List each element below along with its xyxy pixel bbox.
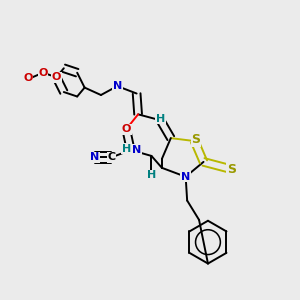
Text: H: H bbox=[156, 114, 165, 124]
Text: O: O bbox=[122, 124, 131, 134]
Text: H: H bbox=[122, 143, 131, 154]
Text: C: C bbox=[107, 152, 116, 162]
Text: S: S bbox=[227, 163, 236, 176]
Text: O: O bbox=[52, 72, 61, 82]
Text: N: N bbox=[181, 172, 190, 182]
Text: N: N bbox=[90, 152, 100, 162]
Text: O: O bbox=[23, 73, 33, 83]
Text: H: H bbox=[147, 170, 156, 180]
Text: N: N bbox=[132, 145, 141, 155]
Text: H: H bbox=[147, 170, 156, 180]
Text: N: N bbox=[113, 81, 122, 91]
Text: O: O bbox=[38, 68, 48, 78]
Text: S: S bbox=[192, 133, 201, 146]
